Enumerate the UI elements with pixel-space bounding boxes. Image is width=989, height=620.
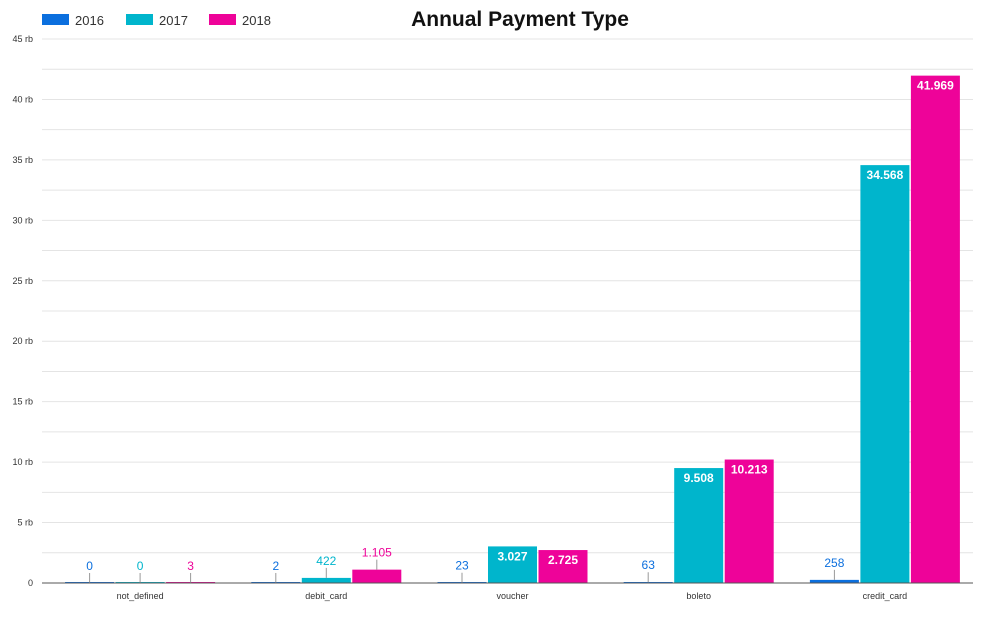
bar-2018-boleto[interactable] [724,459,774,583]
y-tick-label: 20 rb [12,336,33,346]
y-tick-label: 0 [28,578,33,588]
chart-title: Annual Payment Type [411,8,629,31]
data-label: 2 [272,559,279,573]
x-axis: not_defined debit_card voucher boleto credit… [42,582,973,601]
y-tick-label: 35 rb [12,155,33,165]
x-tick-label: debit_card [305,591,347,601]
bar-2017-voucher[interactable] [488,546,537,583]
data-label: 2.725 [548,553,578,567]
bar-2017-credit_card[interactable] [860,165,910,584]
legend-label: 2017 [159,13,188,28]
legend-swatch [42,14,69,25]
x-tick-label: credit_card [863,591,908,601]
data-label: 41.969 [917,79,954,93]
x-tick-label: voucher [496,591,528,601]
data-label: 258 [824,556,844,570]
data-label: 0 [137,559,144,573]
data-label: 63 [642,558,656,572]
legend-item-2018[interactable]: 2018 [209,13,271,28]
data-label: 9.508 [684,471,714,485]
y-tick-label: 40 rb [12,94,33,104]
legend-swatch [209,14,236,25]
grid-lines [42,38,973,554]
bar-2017-debit_card[interactable] [301,577,351,583]
y-tick-label: 25 rb [12,276,33,286]
data-label: 422 [316,554,336,568]
legend-swatch [126,14,153,25]
x-tick-label: boleto [686,591,711,601]
y-axis: 0 5 rb 10 rb 15 rb 20 rb 25 rb 30 rb 35 rb 40 rb… [12,34,33,588]
bar-2016-credit_card[interactable] [809,579,859,583]
legend-label: 2016 [75,13,104,28]
y-tick-label: 10 rb [12,457,33,467]
bar-2018-voucher[interactable] [538,550,588,583]
y-tick-label: 45 rb [12,34,33,44]
data-label: 34.568 [867,168,904,182]
y-tick-label: 5 rb [17,518,33,528]
data-label: 3.027 [497,549,527,563]
bar-2018-credit_card[interactable] [910,75,960,583]
data-label: 3 [187,559,194,573]
y-tick-label: 15 rb [12,397,33,407]
y-tick-label: 30 rb [12,215,33,225]
legend-item-2017[interactable]: 2017 [126,13,188,28]
bar-2017-boleto[interactable] [674,468,724,583]
data-label: 10.213 [731,463,768,477]
bars[interactable] [65,75,960,584]
legend-label: 2018 [242,13,271,28]
bar-2018-debit_card[interactable] [352,569,402,583]
legend[interactable]: 2016 2017 2018 [42,13,271,28]
data-label: 0 [86,559,93,573]
x-tick-label: not_defined [117,591,164,601]
legend-item-2016[interactable]: 2016 [42,13,104,28]
data-label: 23 [455,559,469,573]
data-labels: 0 0 3 2 422 1.105 23 3.027 2.725 63 9.508 10.213 258… [86,79,954,583]
data-label: 1.105 [362,546,392,560]
